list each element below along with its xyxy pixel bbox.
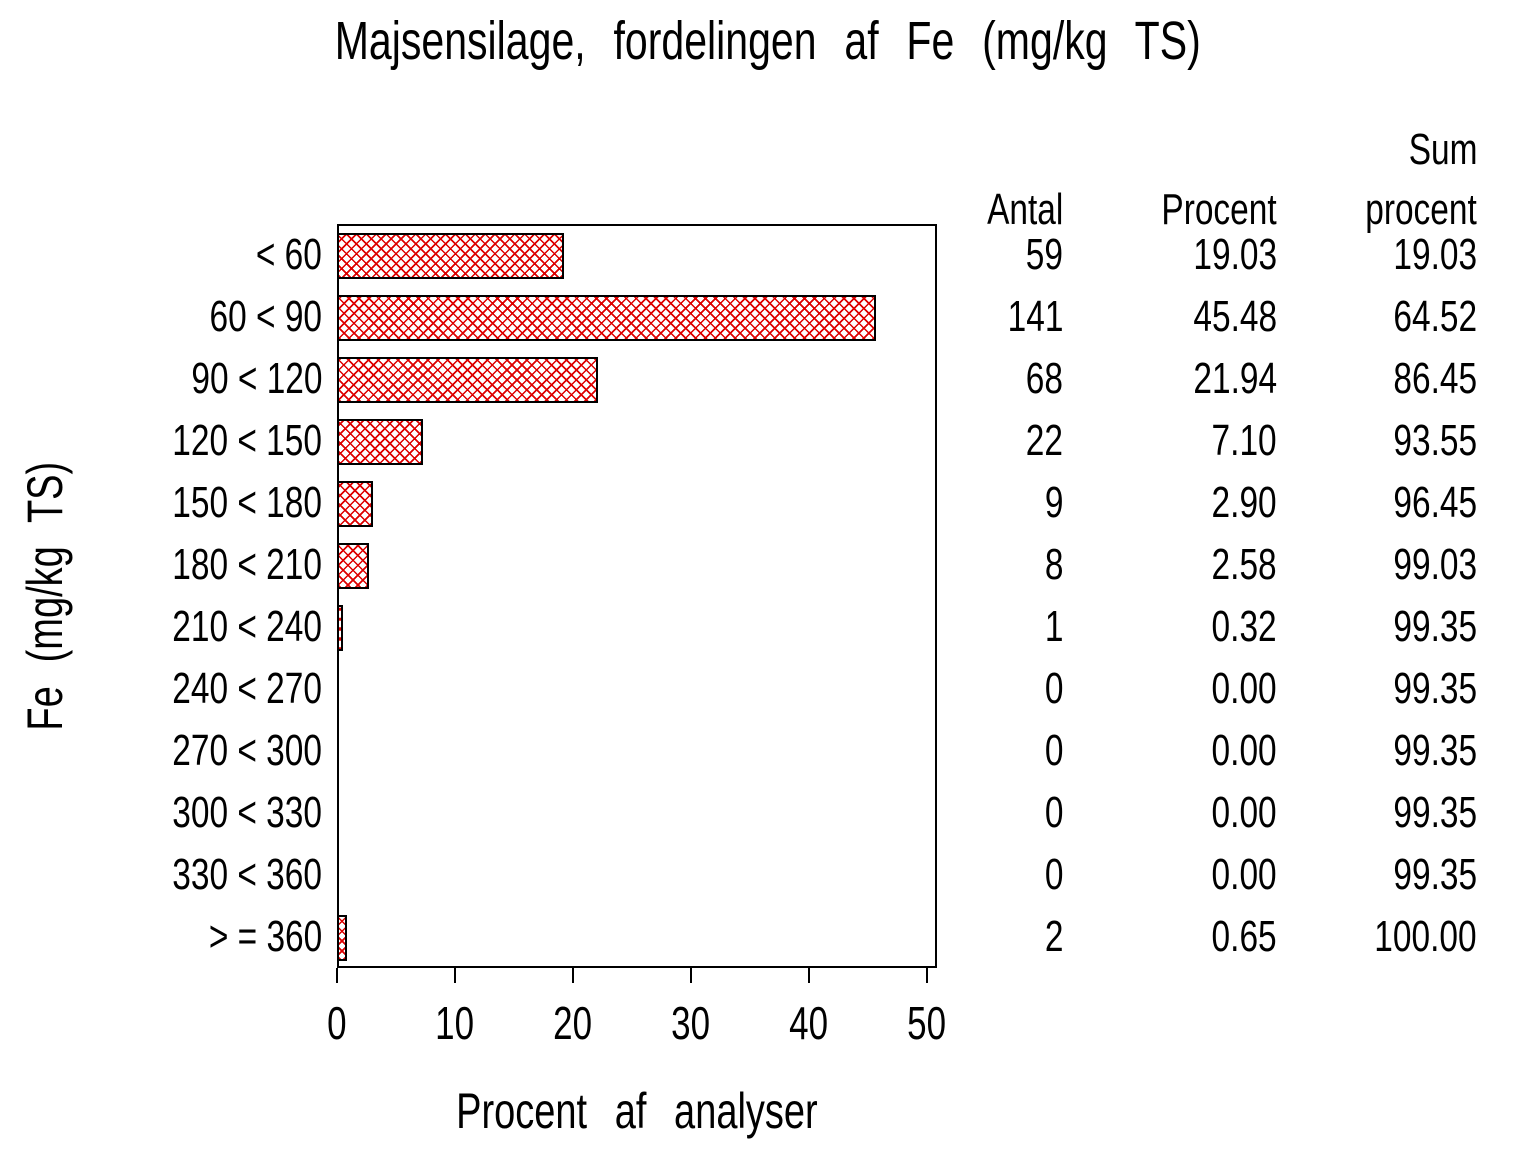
x-tick-mark [572, 968, 574, 983]
table-cell-procent: 2.90 [1211, 478, 1277, 527]
table-cell-sum: 100.00 [1374, 912, 1477, 961]
table-cell-sum: 64.52 [1393, 292, 1477, 341]
plot-area [337, 224, 937, 968]
table-row: 59 19.03 19.03 [940, 224, 1536, 286]
table-cell-procent: 21.94 [1193, 354, 1277, 403]
table-row: 0 0.00 99.35 [940, 720, 1536, 782]
category-label: 180 < 210 [172, 540, 322, 589]
table-row: 0 0.00 99.35 [940, 844, 1536, 906]
x-tick-label: 0 [327, 997, 347, 1049]
table-cell-procent: 0.00 [1211, 664, 1277, 713]
chart-title: Majsensilage, fordelingen af Fe (mg/kg T… [0, 10, 1536, 72]
table-cell-procent: 7.10 [1211, 416, 1277, 465]
table-cell-sum: 96.45 [1393, 478, 1477, 527]
x-axis-title: Procent af analyser [337, 1082, 937, 1140]
table-cell-antal: 2 [1044, 912, 1063, 961]
table-cell-procent: 0.32 [1211, 602, 1277, 651]
x-tick-mark [808, 968, 810, 983]
table-header-antal: Antal [986, 185, 1063, 234]
category-label: 270 < 300 [172, 726, 322, 775]
category-label: 60 < 90 [209, 292, 322, 341]
x-tick-mark [926, 968, 928, 983]
category-label: 120 < 150 [172, 416, 322, 465]
table-row: 8 2.58 99.03 [940, 534, 1536, 596]
table-header-sum-line2: procent [1365, 185, 1477, 234]
category-label: 240 < 270 [172, 664, 322, 713]
x-tick-mark [690, 968, 692, 983]
table-cell-antal: 68 [1025, 354, 1063, 403]
table-row: 1 0.32 99.35 [940, 596, 1536, 658]
x-tick-mark [336, 968, 338, 983]
table-cell-antal: 22 [1025, 416, 1063, 465]
table-row: 9 2.90 96.45 [940, 472, 1536, 534]
bar-0 [339, 233, 564, 279]
x-tick-label: 10 [435, 997, 475, 1049]
table-cell-procent: 19.03 [1193, 230, 1277, 279]
table-cell-antal: 0 [1044, 726, 1063, 775]
chart-title-text: Majsensilage, fordelingen af Fe (mg/kg T… [334, 11, 1201, 71]
category-label: < 60 [255, 230, 322, 279]
table-header-procent: Procent [1161, 185, 1277, 234]
table-cell-procent: 0.00 [1211, 726, 1277, 775]
table-row: 68 21.94 86.45 [940, 348, 1536, 410]
bar-4 [339, 481, 373, 527]
table-row: 2 0.65 100.00 [940, 906, 1536, 968]
category-label: 90 < 120 [190, 354, 322, 403]
table-header-sum-line1: Sum [1408, 125, 1477, 174]
table-cell-sum: 93.55 [1393, 416, 1477, 465]
table-cell-procent: 0.65 [1211, 912, 1277, 961]
x-tick-mark [454, 968, 456, 983]
table-cell-antal: 0 [1044, 850, 1063, 899]
x-tick-label: 50 [907, 997, 947, 1049]
table-cell-antal: 9 [1044, 478, 1063, 527]
x-tick-label: 40 [789, 997, 829, 1049]
table-cell-sum: 19.03 [1393, 230, 1477, 279]
table-cell-sum: 99.35 [1393, 602, 1477, 651]
category-label: 150 < 180 [172, 478, 322, 527]
category-label: 330 < 360 [172, 850, 322, 899]
table-cell-procent: 0.00 [1211, 788, 1277, 837]
table-cell-antal: 141 [1007, 292, 1063, 341]
bar-3 [339, 419, 423, 465]
table-cell-antal: 1 [1044, 602, 1063, 651]
table-cell-procent: 45.48 [1193, 292, 1277, 341]
table-row: 0 0.00 99.35 [940, 782, 1536, 844]
table-cell-sum: 99.35 [1393, 850, 1477, 899]
bar-11 [339, 915, 347, 961]
x-axis-title-text: Procent af analyser [456, 1083, 818, 1139]
category-label: > = 360 [208, 912, 322, 961]
table-row: 141 45.48 64.52 [940, 286, 1536, 348]
table-row: 22 7.10 93.55 [940, 410, 1536, 472]
category-label: 210 < 240 [172, 602, 322, 651]
bar-5 [339, 543, 369, 589]
table-cell-sum: 86.45 [1393, 354, 1477, 403]
table-cell-antal: 0 [1044, 788, 1063, 837]
bar-2 [339, 357, 598, 403]
table-cell-procent: 0.00 [1211, 850, 1277, 899]
x-tick-label: 30 [671, 997, 711, 1049]
bar-1 [339, 295, 876, 341]
table-row: 0 0.00 99.35 [940, 658, 1536, 720]
table-cell-sum: 99.35 [1393, 664, 1477, 713]
category-label: 300 < 330 [172, 788, 322, 837]
table-cell-antal: 0 [1044, 664, 1063, 713]
table-cell-sum: 99.35 [1393, 788, 1477, 837]
x-tick-label: 20 [553, 997, 593, 1049]
table-cell-antal: 8 [1044, 540, 1063, 589]
bar-6 [339, 605, 343, 651]
table-cell-sum: 99.03 [1393, 540, 1477, 589]
table-cell-procent: 2.58 [1211, 540, 1277, 589]
table-cell-sum: 99.35 [1393, 726, 1477, 775]
table-cell-antal: 59 [1025, 230, 1063, 279]
